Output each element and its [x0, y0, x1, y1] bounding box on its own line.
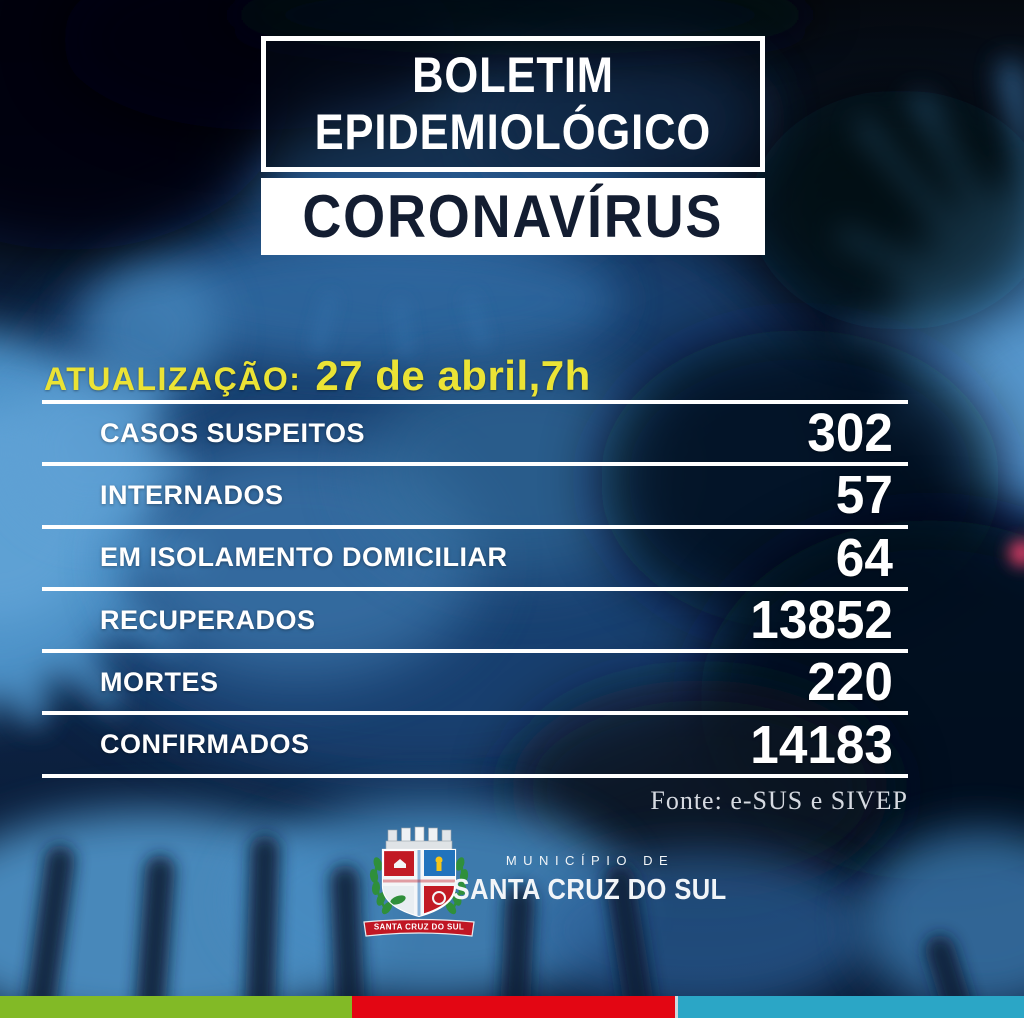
stat-label: INTERNADOS [100, 479, 284, 510]
stat-value: 57 [835, 465, 893, 526]
bottom-bar-red [352, 996, 675, 1018]
title-box: BOLETIM EPIDEMIOLÓGICO [261, 36, 765, 172]
stat-value: 14183 [750, 714, 893, 775]
stat-row-confirmados: CONFIRMADOS 14183 [42, 711, 908, 778]
bottom-bar-divider [675, 996, 678, 1018]
municipality-name: SANTA CRUZ DO SUL [452, 874, 728, 906]
stat-row-mortes: MORTES 220 [42, 649, 908, 711]
subtitle: CORONAVÍRUS [302, 183, 724, 250]
bottom-bar-green [0, 996, 352, 1018]
crown-icon [385, 826, 453, 851]
red-particle [1009, 540, 1024, 566]
crest-banner-text: SANTA CRUZ DO SUL [374, 923, 464, 932]
update-label: ATUALIZAÇÃO: [44, 361, 302, 397]
stat-label: RECUPERADOS [100, 604, 316, 635]
stat-label: CONFIRMADOS [100, 729, 310, 760]
stat-row-recuperados: RECUPERADOS 13852 [42, 586, 908, 651]
title-line1: BOLETIM [412, 47, 614, 103]
municipality-small-label: MUNICÍPIO DE [505, 853, 675, 868]
stats-table: CASOS SUSPEITOS 302 INTERNADOS 57 EM ISO… [42, 400, 908, 778]
municipality-wordmark: MUNICÍPIO DE SANTA CRUZ DO SUL [453, 853, 727, 907]
shield-icon [381, 848, 457, 918]
bottom-bar-teal [678, 996, 1024, 1018]
stat-row-casos-suspeitos: CASOS SUSPEITOS 302 [42, 400, 908, 462]
update-line: ATUALIZAÇÃO: 27 de abril,7h [44, 352, 591, 400]
stat-label: CASOS SUSPEITOS [100, 417, 366, 448]
municipality-crest: SANTA CRUZ DO SUL [363, 826, 475, 937]
stat-label: EM ISOLAMENTO DOMICILIAR [100, 542, 508, 573]
laurel-branches [369, 857, 469, 915]
stat-row-isolamento: EM ISOLAMENTO DOMICILIAR 64 [42, 524, 908, 588]
crest-banner: SANTA CRUZ DO SUL [363, 918, 475, 937]
source-note: Fonte: e-SUS e SIVEP [650, 786, 908, 815]
update-date: 27 de abril,7h [315, 352, 591, 399]
stat-value: 302 [807, 403, 893, 464]
stat-value: 220 [807, 652, 893, 713]
stat-value: 64 [835, 527, 893, 588]
subtitle-box: CORONAVÍRUS [261, 178, 765, 255]
stat-label: MORTES [100, 666, 219, 697]
title-line2: EPIDEMIOLÓGICO [314, 104, 712, 160]
stat-value: 13852 [750, 590, 893, 651]
stat-row-internados: INTERNADOS 57 [42, 462, 908, 524]
